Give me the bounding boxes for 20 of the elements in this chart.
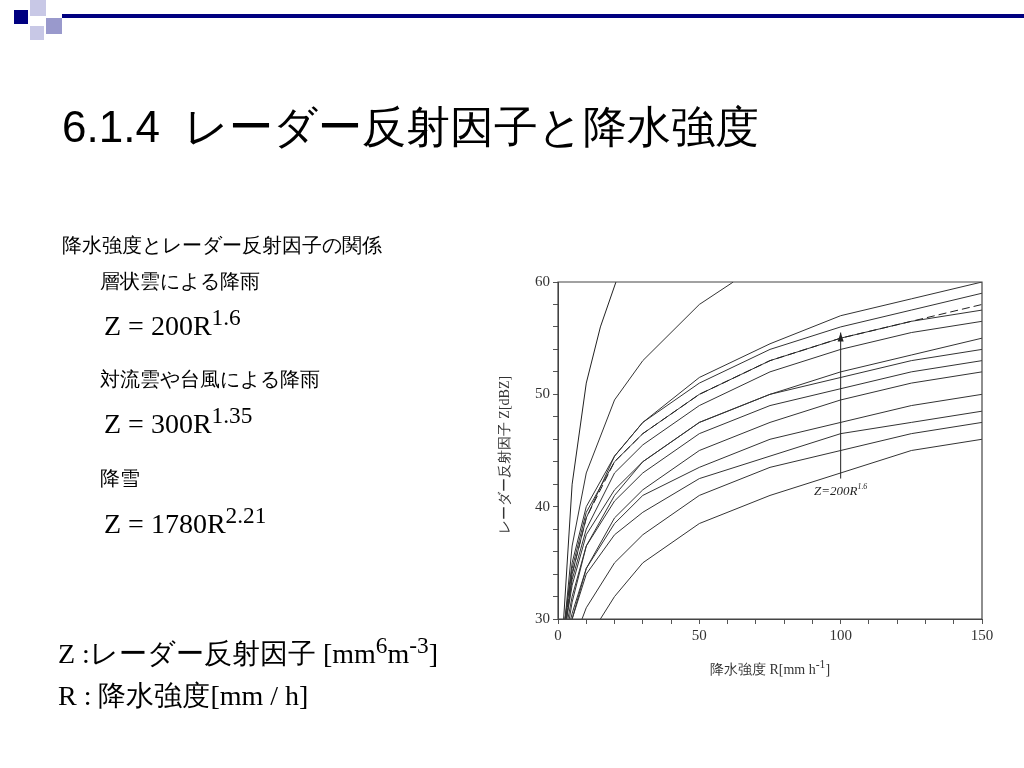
x-tick-label: 50 [691, 626, 707, 643]
y-tick-label: 40 [535, 497, 550, 514]
y-axis-title: レーダー反射因子 Z[dBZ] [496, 375, 513, 535]
x-tick-label: 150 [970, 626, 994, 643]
text: Z = 200R$^{1.6}$ [104, 304, 241, 343]
x-axis-title: 降水強度 R[mm h$^{-1}$] [709, 658, 831, 679]
text: 降水強度とレーダー反射因子の関係 [62, 233, 382, 258]
text: 層状雲による降雨 [100, 269, 260, 294]
text: Z = 1780R$^{2.21}$ [104, 502, 267, 541]
text: 降雪 [100, 466, 140, 491]
y-tick-label: 30 [535, 609, 550, 626]
text: R : 降水強度[mm / h] [58, 679, 309, 713]
x-tick-label: 100 [829, 626, 852, 643]
y-tick-label: 60 [535, 272, 550, 289]
y-tick-label: 50 [535, 385, 550, 402]
text: 対流雲や台風による降雨 [100, 367, 320, 392]
x-tick-label: 0 [554, 626, 562, 643]
text: Z :レーダー反射因子 [mm$^{6}$m$^{-3}$] [58, 632, 438, 672]
text: Z = 300R$^{1.35}$ [104, 402, 253, 441]
chart-title: 6.1.4 レーダー反射因子と降水強度 [62, 101, 760, 153]
